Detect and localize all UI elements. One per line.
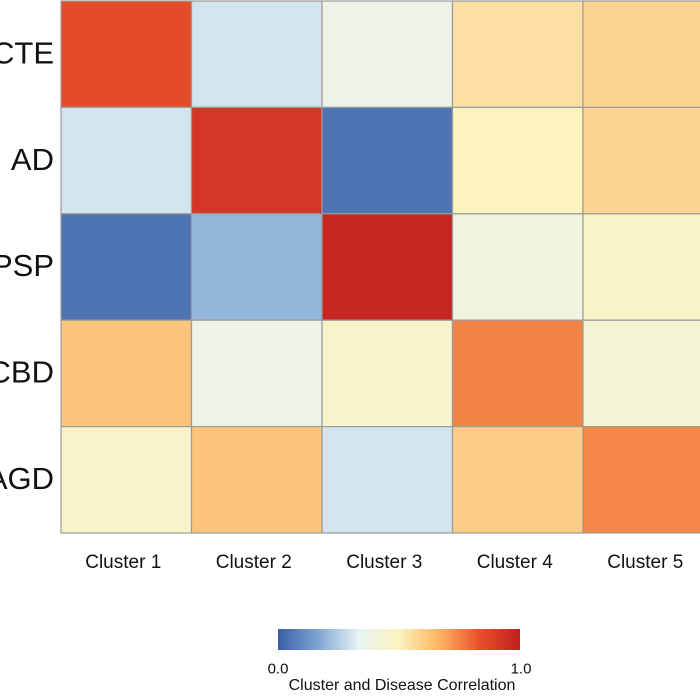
heatmap-cell-cte-5 bbox=[582, 0, 700, 109]
row-label-cbd: CBD bbox=[0, 355, 54, 390]
heatmap-cell-agd-1 bbox=[60, 426, 193, 534]
heatmap-cell-ad-3 bbox=[321, 106, 454, 215]
heatmap-cell-psp-1 bbox=[60, 213, 193, 321]
row-label-cte: CTE bbox=[0, 35, 54, 70]
heatmap-cell-cbd-2 bbox=[190, 319, 323, 428]
heatmap-cell-agd-2 bbox=[190, 426, 323, 534]
heatmap-cell-agd-5 bbox=[582, 426, 700, 534]
heatmap-cell-psp-2 bbox=[190, 213, 323, 321]
heatmap-cell-ad-1 bbox=[60, 106, 193, 215]
heatmap-cell-cte-4 bbox=[451, 0, 584, 109]
heatmap-cell-agd-4 bbox=[451, 426, 584, 534]
column-label-4: Cluster 4 bbox=[477, 552, 553, 573]
colorbar-min-label: 0.0 bbox=[268, 660, 289, 677]
heatmap-cell-cte-2 bbox=[190, 0, 323, 109]
heatmap-cell-cte-1 bbox=[60, 0, 193, 109]
colorbar: 0.0 1.0 Cluster and Disease Correlation bbox=[268, 629, 532, 694]
column-label-2: Cluster 2 bbox=[216, 552, 292, 573]
column-label-1: Cluster 1 bbox=[85, 552, 161, 573]
row-labels: CTE AD PSP CBD AGD bbox=[0, 35, 54, 496]
heatmap-cell-ad-2 bbox=[190, 106, 323, 215]
row-label-agd: AGD bbox=[0, 461, 54, 496]
heatmap-cell-cte-3 bbox=[321, 0, 454, 109]
heatmap-cell-ad-5 bbox=[582, 106, 700, 215]
heatmap-cell-psp-4 bbox=[451, 213, 584, 321]
colorbar-gradient bbox=[278, 629, 520, 650]
heatmap-cells bbox=[60, 0, 700, 534]
row-label-psp: PSP bbox=[0, 248, 54, 283]
heatmap-cell-ad-4 bbox=[451, 106, 584, 215]
heatmap-cell-psp-5 bbox=[582, 213, 700, 321]
colorbar-title: Cluster and Disease Correlation bbox=[289, 677, 516, 694]
heatmap-cell-agd-3 bbox=[321, 426, 454, 534]
heatmap-cell-cbd-3 bbox=[321, 319, 454, 428]
column-label-5: Cluster 5 bbox=[607, 552, 683, 573]
heatmap-cell-cbd-4 bbox=[451, 319, 584, 428]
heatmap-cell-psp-3 bbox=[321, 213, 454, 321]
row-label-ad: AD bbox=[11, 142, 54, 177]
heatmap-cell-cbd-5 bbox=[582, 319, 700, 428]
colorbar-max-label: 1.0 bbox=[511, 660, 532, 677]
column-label-3: Cluster 3 bbox=[346, 552, 422, 573]
heatmap-cell-cbd-1 bbox=[60, 319, 193, 428]
column-labels: Cluster 1 Cluster 2 Cluster 3 Cluster 4 Clus… bbox=[85, 552, 683, 573]
